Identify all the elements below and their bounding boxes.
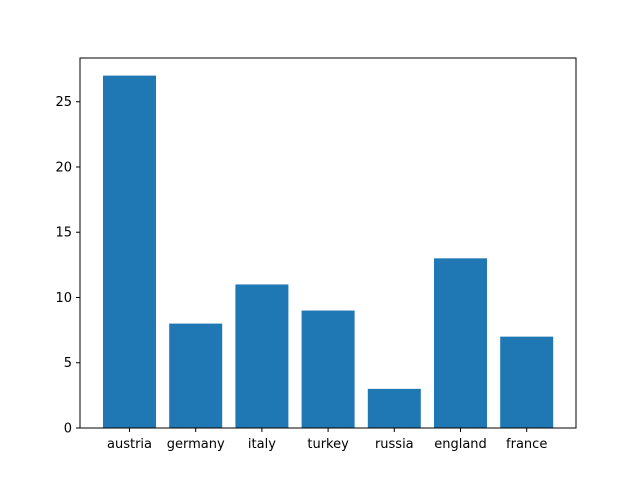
bar-turkey xyxy=(301,310,355,428)
y-tick-label: 0 xyxy=(64,422,72,437)
x-tick-label: austria xyxy=(107,437,152,452)
x-tick-label: italy xyxy=(248,437,276,452)
y-axis-ticks: 0 5 10 15 20 25 xyxy=(55,95,80,437)
bar-germany xyxy=(169,323,223,428)
bar-austria xyxy=(103,75,156,429)
y-tick-label: 5 xyxy=(64,356,72,371)
bar-russia xyxy=(367,388,421,428)
x-tick-label: england xyxy=(434,437,487,452)
x-tick-label: turkey xyxy=(307,437,349,452)
y-tick-label: 10 xyxy=(55,291,72,306)
y-tick-label: 25 xyxy=(55,95,72,110)
bar-france xyxy=(500,336,554,428)
bar-england xyxy=(434,258,487,428)
x-tick-label: russia xyxy=(375,437,414,452)
x-axis-ticks: austria germany italy turkey russia england fr… xyxy=(107,428,547,452)
y-tick-label: 15 xyxy=(55,226,72,241)
bar-italy xyxy=(235,284,289,428)
plot-frame xyxy=(79,57,577,429)
x-tick-label: germany xyxy=(167,437,225,452)
bars-group xyxy=(103,75,554,429)
x-tick-label: france xyxy=(506,437,547,452)
y-tick-label: 20 xyxy=(55,160,72,175)
